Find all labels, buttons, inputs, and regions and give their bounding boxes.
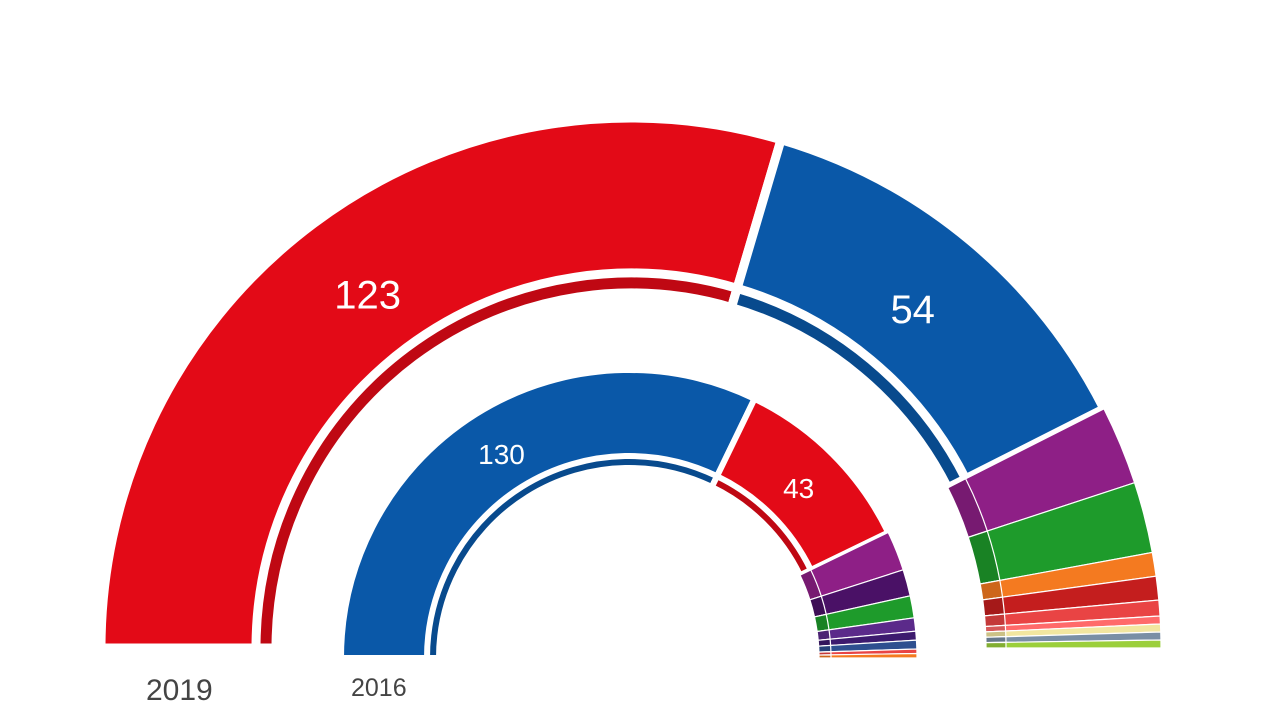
ring-2019-segment-6-shade — [982, 596, 1006, 617]
ring-2016-segment-1 — [337, 367, 759, 661]
ring-2016-segment-5 — [813, 595, 915, 633]
ring-2019-segment-7-shade — [983, 613, 1006, 628]
ring-2019: 123 54 — [96, 113, 1162, 653]
ring-2016-segment-6-shade — [816, 629, 831, 641]
ring-2019-segment-11 — [985, 639, 1162, 649]
ring-2019-value-label-2: 54 — [890, 288, 935, 332]
ring-2019-segment-5 — [979, 551, 1157, 601]
ring-2016: 130 43 — [337, 367, 918, 661]
ring-2019-segment-11-shade — [985, 641, 1007, 649]
ring-2019-segment-5-shade — [979, 579, 1004, 601]
year-label-2016: 2016 — [351, 674, 407, 702]
ring-2016-value-label-1: 130 — [478, 439, 525, 470]
ring-2016-segment-1-fill — [337, 367, 759, 661]
ring-2016-segment-5-shade — [813, 613, 830, 633]
ring-2016-value-label-2: 43 — [783, 473, 814, 504]
ring-2019-segment-10-shade — [985, 636, 1007, 644]
ring-2016-segment-10 — [818, 652, 918, 659]
ring-2016-segment-8-shade — [817, 644, 832, 653]
ring-2016-segment-10-shade — [818, 654, 832, 659]
year-label-2019: 2019 — [146, 674, 213, 707]
ring-2019-value-label-1: 123 — [334, 274, 401, 318]
